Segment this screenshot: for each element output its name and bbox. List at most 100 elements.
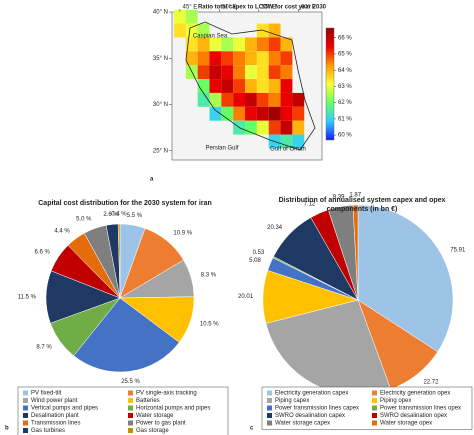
colorbar-label: 64 % xyxy=(338,68,352,74)
legend-swatch xyxy=(128,405,133,411)
x-tick-label: 60° E xyxy=(301,5,316,11)
heat-cell xyxy=(185,51,198,66)
heat-cell xyxy=(173,23,186,38)
legend-label: Water storage opex xyxy=(380,421,432,427)
legend-swatch xyxy=(372,398,377,403)
slice-label: 7.12 xyxy=(304,202,316,208)
map-annotation: Gulf of Oman xyxy=(270,147,306,153)
y-tick-label: 35° N xyxy=(153,56,168,62)
heat-cell xyxy=(245,79,257,93)
legend-label: Transmission lines xyxy=(31,421,80,427)
heat-cell xyxy=(256,79,269,93)
legend-swatch xyxy=(23,420,28,426)
heat-cell xyxy=(233,51,246,66)
heat-cell xyxy=(185,23,198,38)
heat-cell xyxy=(221,37,234,52)
map-title: Ratio total capex to LCOW for cost year … xyxy=(198,5,327,11)
y-tick-label: 25° N xyxy=(153,148,168,154)
heat-cell xyxy=(233,65,246,80)
slice-label: 5.0 % xyxy=(76,217,92,223)
heat-cell xyxy=(280,120,293,135)
legend-label: SWRO desalination capex xyxy=(275,413,345,419)
heat-cell xyxy=(245,106,257,121)
heat-cell xyxy=(221,79,234,93)
country-border xyxy=(185,21,316,151)
legend-label: PV fixed-tilt xyxy=(31,391,62,397)
legend-swatch xyxy=(267,405,272,411)
legend-swatch xyxy=(267,390,272,396)
x-tick-label: 55° E xyxy=(261,5,276,11)
heat-cell xyxy=(280,92,293,107)
legend-label: Gas storage xyxy=(136,428,169,434)
slice-label: 25.5 % xyxy=(121,379,140,385)
slice-label: 5.5 % xyxy=(127,213,143,219)
heat-cell xyxy=(197,65,210,80)
legend-label: Piping opex xyxy=(380,398,411,404)
legend-swatch xyxy=(128,398,133,403)
heat-cell xyxy=(245,65,257,80)
pie-slice xyxy=(357,204,454,353)
slice-label: 8.7 % xyxy=(36,344,52,350)
heat-cell xyxy=(256,65,269,80)
heat-cell xyxy=(197,92,210,107)
heat-cell xyxy=(268,92,281,107)
x-tick-label: 45° E xyxy=(183,5,198,11)
colorbar xyxy=(325,27,335,141)
slice-label: 0.4 % xyxy=(111,212,127,218)
slice-label: 1.87 xyxy=(349,193,361,199)
panel-label: b xyxy=(5,426,9,432)
heat-cell xyxy=(185,9,198,24)
slice-label: 5.08 xyxy=(249,258,261,264)
legend-box xyxy=(261,386,473,430)
legend-swatch xyxy=(267,413,272,418)
heat-cell xyxy=(268,65,281,80)
heat-cell xyxy=(256,106,269,121)
legend-swatch xyxy=(128,420,133,426)
heat-cell xyxy=(233,79,246,93)
legend-label: Water storage capex xyxy=(275,421,330,427)
map-annotation: Caspian Sea xyxy=(193,34,228,40)
chart-title: Distribution of annualised system capex … xyxy=(278,197,446,213)
slice-label: 10.9 % xyxy=(173,231,192,237)
heat-cell xyxy=(233,92,246,107)
slice-label: 4.4 % xyxy=(54,228,70,234)
heat-cell xyxy=(256,37,269,52)
legend-swatch xyxy=(128,428,133,433)
map-annotation: Persian Gulf xyxy=(205,146,238,152)
colorbar-label: 61 % xyxy=(338,116,352,122)
heat-cell xyxy=(280,134,293,149)
slice-label: 75.91 xyxy=(450,247,466,253)
heat-cell xyxy=(233,37,246,52)
heat-cell xyxy=(209,51,222,66)
heat-cell xyxy=(256,51,269,66)
legend-label: Water storage xyxy=(136,413,174,419)
legend-label: Batteries xyxy=(136,398,160,404)
pie-slice xyxy=(117,223,121,299)
legend-label: Power to gas plant xyxy=(136,421,186,427)
legend-label: Wind power plant xyxy=(31,398,78,404)
colorbar-label: 63 % xyxy=(338,84,352,90)
pie-slice xyxy=(73,297,180,373)
heat-cell xyxy=(292,120,305,135)
slice-label: 22.72 xyxy=(423,380,439,386)
x-tick-label: 50° E xyxy=(222,5,237,11)
heat-cell xyxy=(245,51,257,66)
legend-swatch xyxy=(267,420,272,426)
heat-cell xyxy=(268,106,281,121)
slice-label: 10.5 % xyxy=(200,321,219,327)
heat-cell xyxy=(197,37,210,52)
heat-cell xyxy=(280,106,293,121)
legend-swatch xyxy=(23,428,28,433)
heat-cell xyxy=(209,37,222,52)
legend-label: Power transmission lines opex xyxy=(380,406,461,412)
heat-cell xyxy=(221,92,234,107)
chart-title: Capital cost distribution for the 2030 s… xyxy=(38,200,212,207)
heat-cell xyxy=(268,79,281,93)
legend-label: Desalination plant xyxy=(31,413,79,419)
legend-swatch xyxy=(23,405,28,411)
y-tick-label: 30° N xyxy=(153,102,168,108)
heat-cell xyxy=(256,92,269,107)
legend-label: SWRO desalination opex xyxy=(380,413,447,419)
legend-label: Gas turbines xyxy=(31,428,65,434)
